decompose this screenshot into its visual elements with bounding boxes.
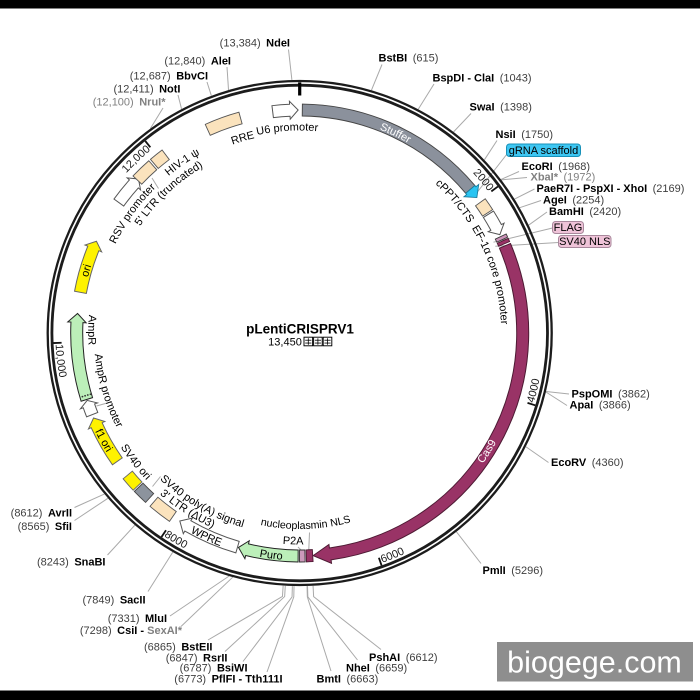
svg-text:pLentiCRISPRV1: pLentiCRISPRV1	[246, 322, 354, 337]
svg-text:SwaI (1398): SwaI (1398)	[470, 102, 532, 114]
svg-text:(8243) SnaBI: (8243) SnaBI	[37, 557, 105, 569]
svg-text:SV40 NLS: SV40 NLS	[559, 236, 610, 248]
svg-text:P2A: P2A	[282, 535, 304, 548]
svg-text:13,450: 13,450	[268, 337, 302, 349]
svg-text:(6865) BstEII: (6865) BstEII	[144, 642, 212, 654]
svg-text:(6787) BsiWI: (6787) BsiWI	[180, 662, 248, 674]
svg-text:(8565) SfiI: (8565) SfiI	[18, 521, 72, 533]
svg-text:BamHI (2420): BamHI (2420)	[549, 206, 621, 218]
svg-text:AgeI (2254): AgeI (2254)	[543, 195, 604, 207]
svg-text:XbaI* (1972): XbaI* (1972)	[531, 171, 596, 183]
svg-text:PspOMI (3862): PspOMI (3862)	[572, 388, 650, 400]
svg-text:PshAI (6612): PshAI (6612)	[369, 652, 437, 664]
svg-text:4000: 4000	[525, 378, 542, 404]
svg-text:FLAG: FLAG	[554, 222, 583, 234]
svg-text:(7849) SacII: (7849) SacII	[83, 595, 146, 607]
svg-text:gRNA scaffold: gRNA scaffold	[509, 145, 579, 157]
svg-text:Puro: Puro	[259, 548, 283, 563]
svg-text:AmpR: AmpR	[85, 315, 98, 346]
svg-text:(13,384) NdeI: (13,384) NdeI	[220, 37, 290, 49]
svg-text:(12,840) AleI: (12,840) AleI	[164, 56, 231, 68]
svg-text:(8612) AvrII: (8612) AvrII	[11, 508, 72, 520]
svg-text:(7298) CsiI - SexAI*: (7298) CsiI - SexAI*	[80, 625, 183, 637]
svg-text:PmlI (5296): PmlI (5296)	[483, 565, 544, 577]
svg-text:(6847) RsrII: (6847) RsrII	[166, 652, 228, 664]
svg-text:biogege.com: biogege.com	[507, 646, 682, 680]
svg-text:(12,687) BbvCI: (12,687) BbvCI	[130, 71, 208, 83]
svg-text:(7331) MluI: (7331) MluI	[108, 613, 167, 625]
svg-text:(6773) PflFI - Tth111I: (6773) PflFI - Tth111I	[174, 673, 282, 685]
svg-text:EcoRI (1968): EcoRI (1968)	[522, 161, 590, 173]
svg-text:ori: ori	[79, 263, 94, 278]
svg-text:BstBI (615): BstBI (615)	[379, 53, 439, 65]
svg-text:PaeR7I - PspXI - XhoI (2169): PaeR7I - PspXI - XhoI (2169)	[537, 183, 685, 195]
svg-text:NsiI (1750): NsiI (1750)	[496, 129, 553, 141]
svg-text:(12,411) NotI: (12,411) NotI	[113, 83, 180, 95]
svg-text:10,000: 10,000	[53, 344, 69, 378]
svg-text:NheI (6659): NheI (6659)	[346, 662, 407, 674]
svg-text:BmtI (6663): BmtI (6663)	[317, 673, 379, 685]
svg-text:ApaI (3866): ApaI (3866)	[570, 400, 631, 412]
svg-text:BspDI - ClaI (1043): BspDI - ClaI (1043)	[433, 73, 532, 85]
svg-text:(12,100) NruI*: (12,100) NruI*	[93, 96, 166, 108]
svg-text:EcoRV (4360): EcoRV (4360)	[551, 457, 624, 469]
